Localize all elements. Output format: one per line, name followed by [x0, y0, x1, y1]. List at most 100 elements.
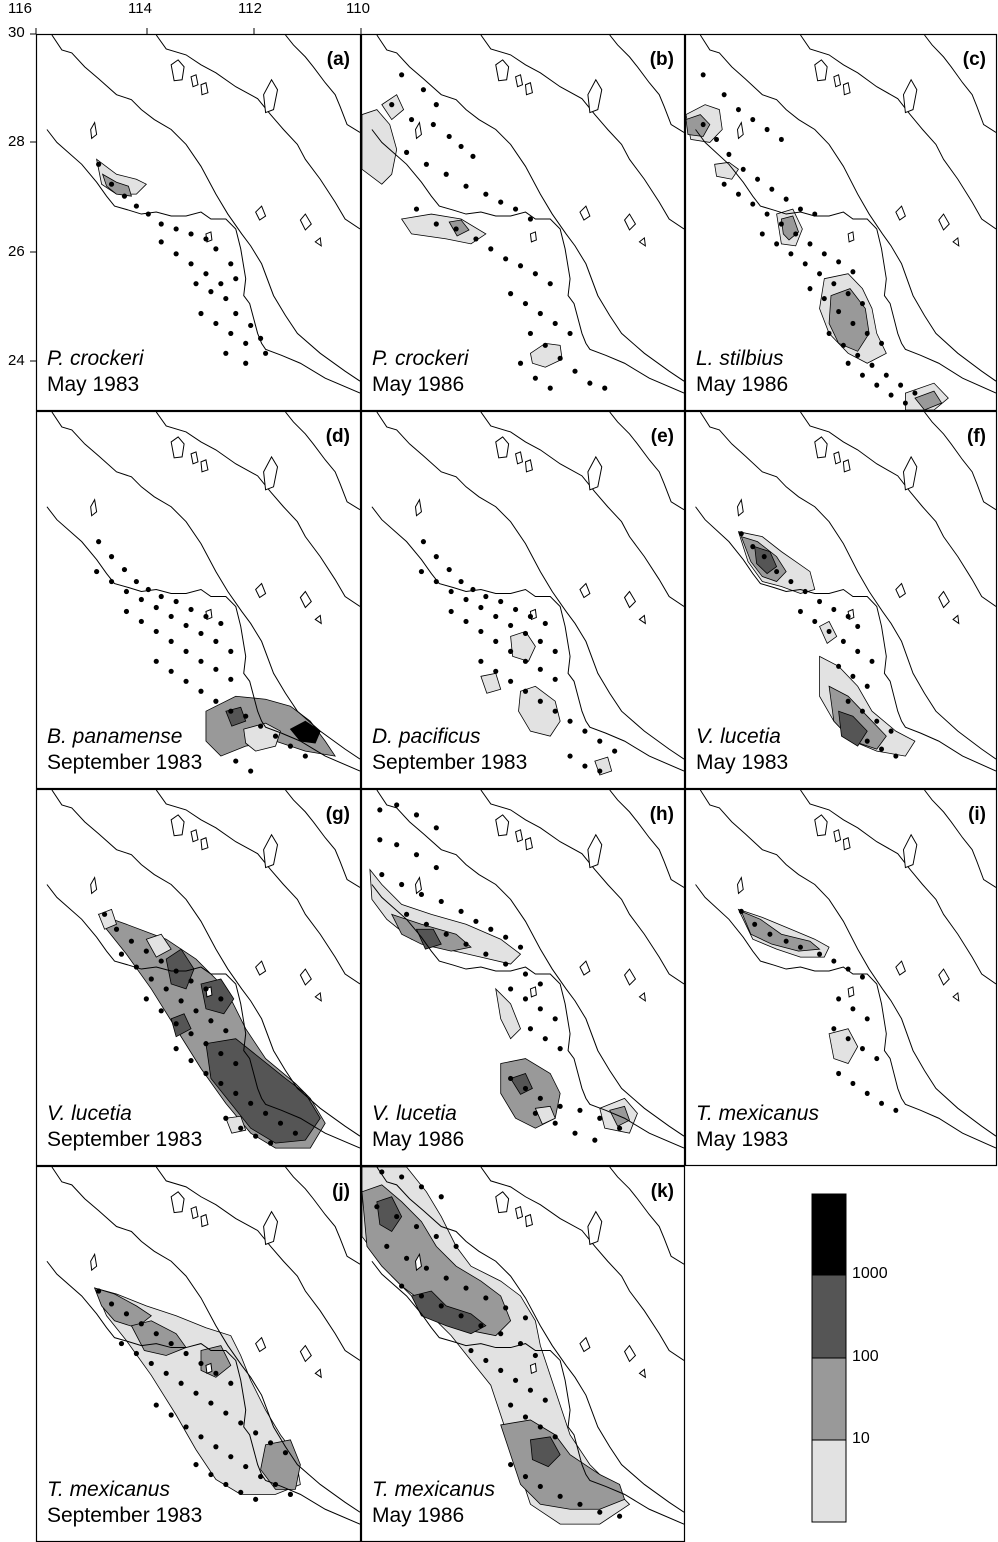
sampling-station	[96, 1288, 102, 1294]
lon-label-112: 112	[238, 0, 262, 17]
sampling-station	[203, 986, 209, 992]
map-svg	[46, 1167, 360, 1525]
sampling-station	[458, 908, 464, 914]
abundance-contour	[376, 1196, 403, 1233]
map-panel-i: (i) T. mexicanus May 1983	[686, 790, 996, 1165]
island	[255, 1336, 267, 1353]
sampling-station	[258, 723, 264, 729]
panel-frame	[360, 410, 686, 790]
abundance-contour	[410, 1290, 487, 1335]
species-name: P. crockeri	[47, 347, 144, 370]
sampling-station	[399, 72, 405, 78]
sampling-station	[821, 251, 827, 257]
sampling-station	[399, 881, 405, 888]
sampling-station	[118, 1341, 125, 1347]
island	[515, 829, 524, 843]
island	[190, 829, 199, 843]
panel-frame	[360, 788, 686, 1167]
island	[814, 436, 828, 459]
sampling-station	[577, 1107, 583, 1113]
sampling-station	[577, 1501, 583, 1507]
abundance-contour	[740, 910, 821, 952]
sampling-station	[168, 1341, 174, 1347]
panel-letter: (g)	[325, 804, 350, 825]
sampling-station	[522, 1085, 529, 1091]
sampling-station	[836, 1070, 842, 1077]
sampling-station	[374, 1204, 380, 1210]
mainland-coastline	[155, 1167, 360, 1361]
sampling-station	[133, 203, 139, 209]
sampling-station	[542, 1397, 548, 1403]
sampling-station	[714, 136, 720, 143]
sampling-station	[470, 586, 476, 593]
sampling-station	[183, 1350, 189, 1357]
panel-frame	[35, 788, 362, 1167]
sampling-station	[831, 1026, 837, 1032]
lon-label-116: 116	[8, 0, 32, 17]
sampling-station	[128, 938, 134, 944]
sampling-station	[537, 1483, 543, 1490]
sampling-station	[173, 226, 179, 232]
abundance-contour	[93, 1287, 152, 1329]
legend-swatch	[811, 1439, 847, 1523]
sampling-station	[287, 743, 294, 749]
sampling-station	[831, 281, 837, 287]
sampling-station	[213, 666, 219, 672]
island	[524, 459, 533, 473]
island	[529, 986, 537, 998]
sampling-station	[537, 981, 543, 987]
sampling-station	[198, 1360, 204, 1367]
sampling-station	[836, 996, 842, 1002]
island	[190, 451, 199, 465]
sampling-station	[738, 531, 744, 537]
island	[847, 231, 855, 243]
sampling-station	[522, 300, 529, 307]
abundance-contour	[415, 928, 442, 950]
sampling-station	[282, 1450, 289, 1456]
island	[495, 59, 510, 82]
sampling-station	[213, 320, 219, 327]
mainland-coastline	[800, 35, 996, 230]
sampling-station	[389, 102, 395, 108]
sampling-station	[879, 340, 885, 346]
sampling-station	[379, 1169, 385, 1175]
sampling-station	[399, 1283, 405, 1289]
sampling-station	[168, 1412, 174, 1418]
sampling-station	[420, 87, 427, 93]
sampling-station	[223, 350, 229, 356]
mainland-coastline	[480, 412, 684, 607]
island	[902, 833, 918, 869]
island	[638, 991, 646, 1002]
sampling-station	[764, 211, 770, 217]
sampling-station	[845, 613, 851, 620]
sampling-station	[879, 746, 885, 752]
species-name: V. lucetia	[696, 725, 781, 748]
sampling-station	[238, 1125, 244, 1131]
sampling-station	[831, 958, 837, 964]
sampling-station	[413, 206, 420, 212]
species-name: T. mexicanus	[47, 1478, 170, 1501]
legend-label: 10	[852, 1430, 870, 1447]
baja-gulf-coastline	[51, 412, 360, 760]
sampling-station	[433, 1233, 439, 1240]
sampling-station	[158, 239, 164, 245]
sampling-station	[542, 620, 548, 627]
island	[299, 213, 312, 231]
map-svg	[369, 790, 684, 1149]
island	[299, 968, 312, 986]
sampling-station	[233, 758, 239, 764]
panel-frame	[684, 33, 998, 412]
sampling-station	[522, 688, 529, 694]
sampling-station	[198, 310, 204, 317]
panel-letter: (j)	[332, 1181, 350, 1202]
sampling-station	[384, 1243, 390, 1249]
abundance-contour	[170, 1013, 192, 1038]
sampling-station	[153, 604, 159, 611]
sampling-station	[552, 648, 558, 654]
sampling-station	[267, 1440, 274, 1446]
sampling-station	[198, 688, 204, 694]
panel-frame	[684, 788, 998, 1167]
abundance-contour	[448, 219, 470, 237]
sampling-station	[218, 1080, 224, 1087]
sampling-station	[557, 1103, 563, 1109]
